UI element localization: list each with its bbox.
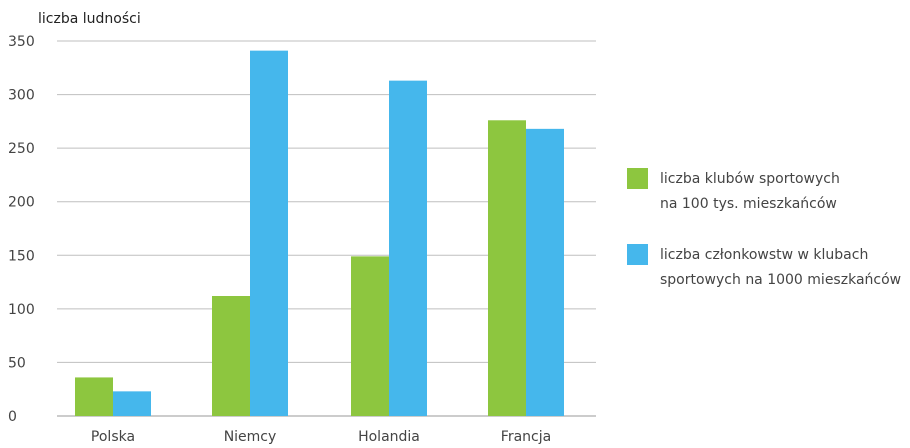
x-tick-label-francja: Francja xyxy=(501,429,551,445)
x-tick-label-holandia: Holandia xyxy=(358,429,420,445)
legend-swatch-series-1 xyxy=(627,168,648,189)
bar-holandia-series-2 xyxy=(389,80,427,417)
bar-niemcy-series-2 xyxy=(250,50,288,417)
y-tick-label-200: 200 xyxy=(8,195,35,211)
y-tick-label-50: 50 xyxy=(8,355,26,371)
bar-francja-series-1 xyxy=(488,120,526,417)
chart-bars xyxy=(75,50,564,417)
x-axis-tick-labels: Polska Niemcy Holandia Francja xyxy=(91,429,551,445)
legend-label-series-2-line-2: sportowych na 1000 mieszkańców xyxy=(660,272,901,288)
y-tick-label-0: 0 xyxy=(8,409,17,425)
legend-label-series-1-line-2: na 100 tys. mieszkańców xyxy=(660,196,837,212)
bar-polska-series-2 xyxy=(113,391,151,416)
x-tick-label-polska: Polska xyxy=(91,429,135,445)
bar-holandia-series-1 xyxy=(351,256,389,416)
y-tick-label-100: 100 xyxy=(8,302,35,318)
y-axis-tick-labels: 0 50 100 150 200 250 300 350 xyxy=(8,34,35,425)
y-axis-title: liczba ludności xyxy=(38,11,141,27)
y-tick-label-150: 150 xyxy=(8,248,35,264)
y-tick-label-350: 350 xyxy=(8,34,35,50)
chart-gridlines xyxy=(57,40,596,417)
bar-francja-series-2 xyxy=(526,128,564,416)
legend-label-series-2-line-1: liczba członkowstw w klubach xyxy=(660,247,868,263)
bar-niemcy-series-1 xyxy=(212,296,250,416)
chart-legend: liczba klubów sportowych na 100 tys. mies… xyxy=(627,168,901,288)
x-tick-label-niemcy: Niemcy xyxy=(224,429,277,445)
bar-polska-series-1 xyxy=(75,377,113,416)
legend-label-series-1-line-1: liczba klubów sportowych xyxy=(660,171,840,187)
y-tick-label-300: 300 xyxy=(8,88,35,104)
y-tick-label-250: 250 xyxy=(8,141,35,157)
legend-swatch-series-2 xyxy=(627,244,648,265)
